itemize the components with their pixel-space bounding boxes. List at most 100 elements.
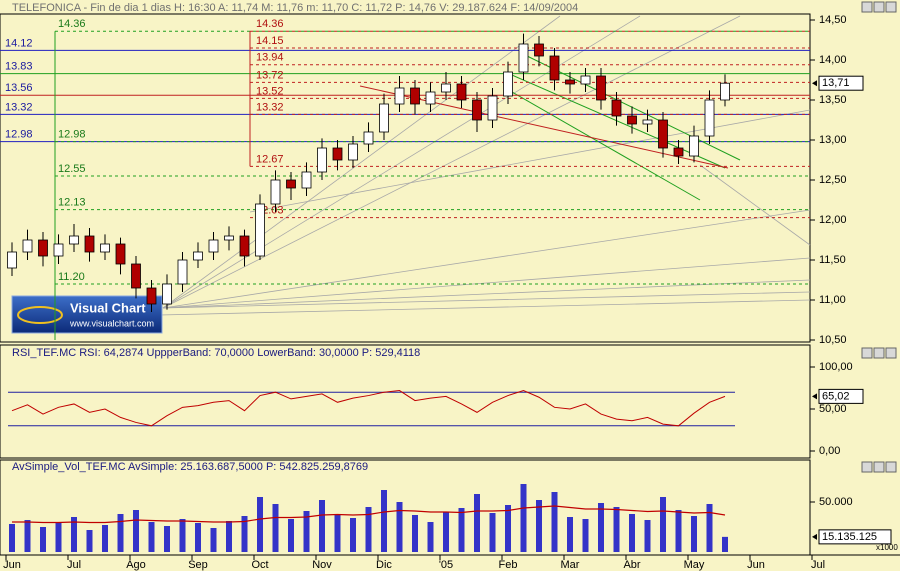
candle-body	[224, 235, 234, 241]
rsi-line	[11, 389, 726, 427]
candle-body	[115, 243, 126, 265]
volume-bar	[660, 497, 666, 552]
y-tick-label: 13,50	[819, 94, 847, 106]
level-label: 12.98	[5, 129, 33, 141]
volume-bar	[629, 514, 635, 552]
candle-body	[255, 203, 265, 257]
candle-body	[7, 251, 17, 269]
volume-bar	[722, 536, 728, 552]
volume-average	[12, 505, 726, 524]
volume-bar	[164, 526, 170, 552]
y-tick-label: 100,00	[819, 361, 853, 373]
volume-bar	[489, 513, 496, 552]
y-tick-label: 12,50	[819, 174, 847, 186]
candle-body	[379, 103, 389, 133]
level-label: 14.12	[5, 37, 33, 49]
last-label: 13,71	[822, 77, 850, 89]
x-tick-label: Jul	[811, 559, 825, 571]
volume-bar	[133, 510, 139, 552]
level-label: 13.56	[5, 82, 33, 94]
level-label: 13.32	[256, 101, 284, 113]
y-tick-label: 14,50	[819, 14, 847, 26]
volume-bar	[334, 514, 341, 552]
volume-bar	[582, 519, 589, 552]
candle-body	[193, 251, 203, 261]
candle-body	[596, 75, 606, 101]
candle-body	[673, 147, 684, 157]
candle-body	[69, 235, 79, 245]
x-tick-label: Abr	[623, 559, 640, 571]
level-label: 13.83	[5, 61, 33, 73]
x-tick-label: Ago	[126, 559, 146, 571]
candle-body	[162, 283, 172, 305]
candle-body	[456, 83, 467, 101]
volume-bar	[257, 497, 263, 552]
candle-body	[425, 91, 436, 105]
volume-bar	[427, 522, 434, 552]
candle-body	[177, 259, 188, 285]
level-label: 13.52	[256, 85, 284, 97]
x-tick-label: Jun	[747, 559, 765, 571]
volume-bar	[195, 523, 201, 552]
gann-fan	[29, 15, 811, 319]
volume-bar	[365, 507, 372, 552]
level-label: 13.32	[5, 101, 33, 113]
candle-body	[611, 99, 622, 117]
volume-bar	[675, 510, 682, 552]
volume-bar	[613, 507, 620, 552]
candle-body	[627, 115, 637, 125]
y-tick-label: 11,00	[819, 294, 846, 306]
window-buttons[interactable]	[861, 1, 897, 473]
candle-body	[53, 243, 64, 257]
candle-body	[441, 83, 451, 93]
y-tick-label: 11,50	[819, 254, 846, 266]
volume-bar	[474, 494, 480, 552]
x-tick-label: Jul	[67, 559, 81, 571]
volume-bar	[55, 522, 62, 552]
candle-body	[301, 171, 312, 189]
volume-bar	[567, 517, 573, 552]
volume-bar	[40, 527, 46, 552]
volume-bar	[551, 492, 558, 552]
candle-body	[363, 131, 374, 145]
last-box	[818, 388, 864, 404]
candle-body	[658, 119, 668, 149]
volume-bar	[148, 522, 155, 552]
volume-bar	[179, 519, 186, 552]
volume-bar	[226, 521, 232, 552]
candle-body	[518, 43, 529, 73]
volume-bar	[102, 525, 108, 552]
x-tick-label: Sep	[188, 559, 208, 571]
level-label: 14.36	[58, 18, 86, 30]
x-tick-label: Oct	[251, 559, 268, 571]
y-tick-label: 12,00	[819, 214, 847, 226]
volume-bar	[598, 503, 604, 552]
volume-title: AvSimple_Vol_TEF.MC AvSimple: 25.163.687…	[12, 461, 368, 473]
candle-body	[565, 79, 575, 85]
volume-bar	[381, 490, 387, 552]
unit-label: x1000	[876, 543, 898, 552]
candle-body	[22, 239, 33, 253]
level-label: 13.72	[256, 69, 284, 81]
level-label: 12.67	[256, 153, 284, 165]
volume-bar	[691, 516, 697, 552]
candle-body	[146, 287, 157, 305]
level-label: 13.94	[256, 52, 284, 64]
logo-url: www.visualchart.com	[69, 318, 154, 328]
price-title: TELEFONICA - Fin de dia 1 dias H: 16:30 …	[12, 2, 578, 14]
candle-body	[549, 55, 560, 81]
logo: Visual Chart www.visualchart.com	[11, 295, 163, 334]
y-tick-label: 14,00	[819, 54, 847, 66]
x-tick-label: Mar	[561, 559, 580, 571]
volume-bar	[319, 500, 325, 552]
last-label: 15.135.125	[822, 531, 877, 543]
rsi-title: RSI_TEF.MC RSI: 64,2874 UppperBand: 70,0…	[12, 347, 420, 359]
volume-bar	[536, 500, 542, 552]
candle-body	[38, 239, 48, 257]
candle-body	[642, 119, 653, 125]
volume-bar	[71, 517, 77, 552]
volume-bar	[706, 504, 713, 552]
candle-body	[286, 179, 296, 189]
candle-body	[208, 239, 219, 253]
